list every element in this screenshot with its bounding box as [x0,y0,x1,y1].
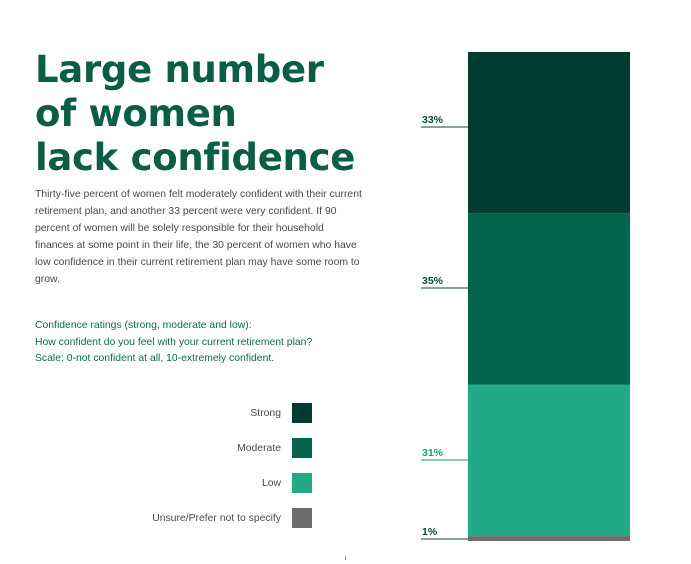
bar-segment-low [468,384,630,537]
data-label-unsure: 1% [422,526,438,538]
legend-item-strong: Strong [140,403,312,423]
legend-swatch-strong [292,403,312,423]
data-label-moderate: 35% [422,275,444,287]
data-label-strong: 33% [422,114,444,126]
page-tick-mark [345,556,346,560]
legend-label-unsure: Unsure/Prefer not to specify [152,512,281,524]
title-line-2: of women [35,92,237,135]
legend-label-low: Low [261,477,281,489]
question-line-2: How confident do you feel with your curr… [35,336,313,348]
legend-item-low: Low [140,473,312,493]
legend-label-strong: Strong [250,407,281,419]
bar-segment-strong [468,52,630,214]
question-line-1: Confidence ratings (strong, moderate and… [35,320,252,331]
legend-label-moderate: Moderate [237,442,281,454]
survey-question: Confidence ratings (strong, moderate and… [35,318,365,368]
legend-item-moderate: Moderate [140,438,312,458]
data-label-low: 31% [422,447,444,459]
page-title: Large number of women lack confidence [35,48,355,180]
legend-swatch-unsure [292,508,312,528]
title-line-3: lack confidence [35,136,355,179]
title-line-1: Large number [35,48,324,91]
legend-swatch-low [292,473,312,493]
legend-item-unsure: Unsure/Prefer not to specify [140,508,312,528]
bar-segment-moderate [468,213,630,385]
legend-swatch-moderate [292,438,312,458]
bar-segment-unsure [468,536,630,541]
question-line-3: Scale: 0-not confident at all, 10-extrem… [35,353,275,364]
body-paragraph: Thirty-five percent of women felt modera… [35,189,362,285]
